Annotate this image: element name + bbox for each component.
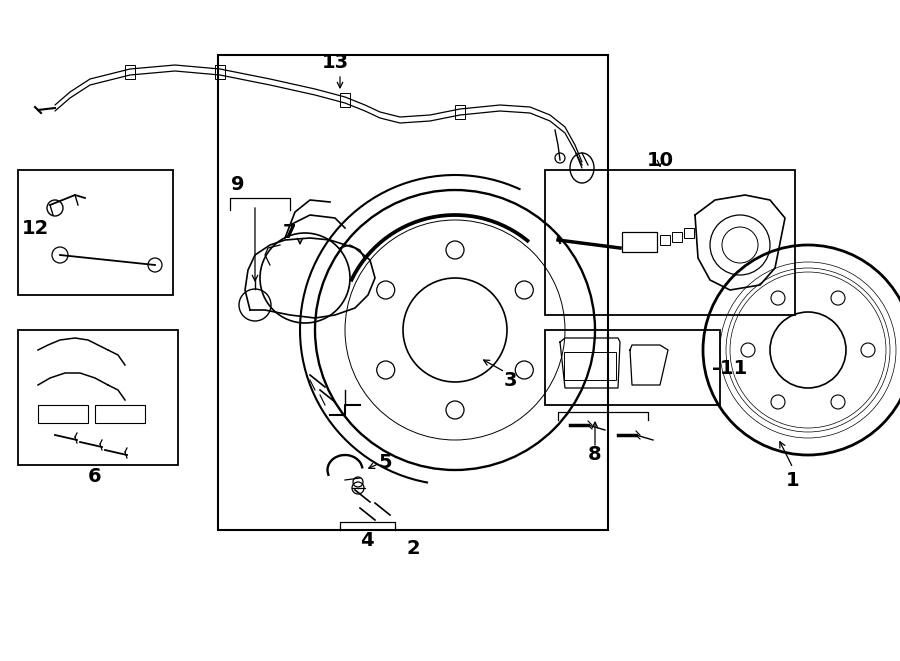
Bar [340, 93, 350, 107]
Bar [545, 330, 720, 405]
Text: 6: 6 [88, 467, 102, 486]
Bar [125, 65, 135, 79]
Text: 5: 5 [378, 453, 392, 473]
Text: 1: 1 [787, 471, 800, 490]
Bar [95, 405, 145, 423]
Text: 3: 3 [503, 371, 517, 389]
Bar [455, 105, 465, 119]
Bar [218, 55, 608, 530]
Bar [18, 330, 178, 465]
Text: 10: 10 [646, 151, 673, 169]
Bar [545, 170, 795, 315]
Text: 2: 2 [406, 539, 419, 557]
Bar [622, 232, 657, 252]
Text: 9: 9 [231, 176, 245, 194]
Bar [660, 235, 670, 245]
Bar [684, 228, 694, 238]
Text: 8: 8 [589, 446, 602, 465]
Bar [215, 65, 225, 79]
Text: 12: 12 [22, 219, 50, 237]
Bar [18, 170, 173, 295]
Text: 7: 7 [284, 223, 297, 241]
Bar [672, 232, 682, 242]
Bar [38, 405, 88, 423]
Text: 13: 13 [321, 52, 348, 71]
Text: -11: -11 [713, 358, 748, 377]
Bar [564, 352, 616, 380]
Text: 4: 4 [360, 531, 373, 549]
